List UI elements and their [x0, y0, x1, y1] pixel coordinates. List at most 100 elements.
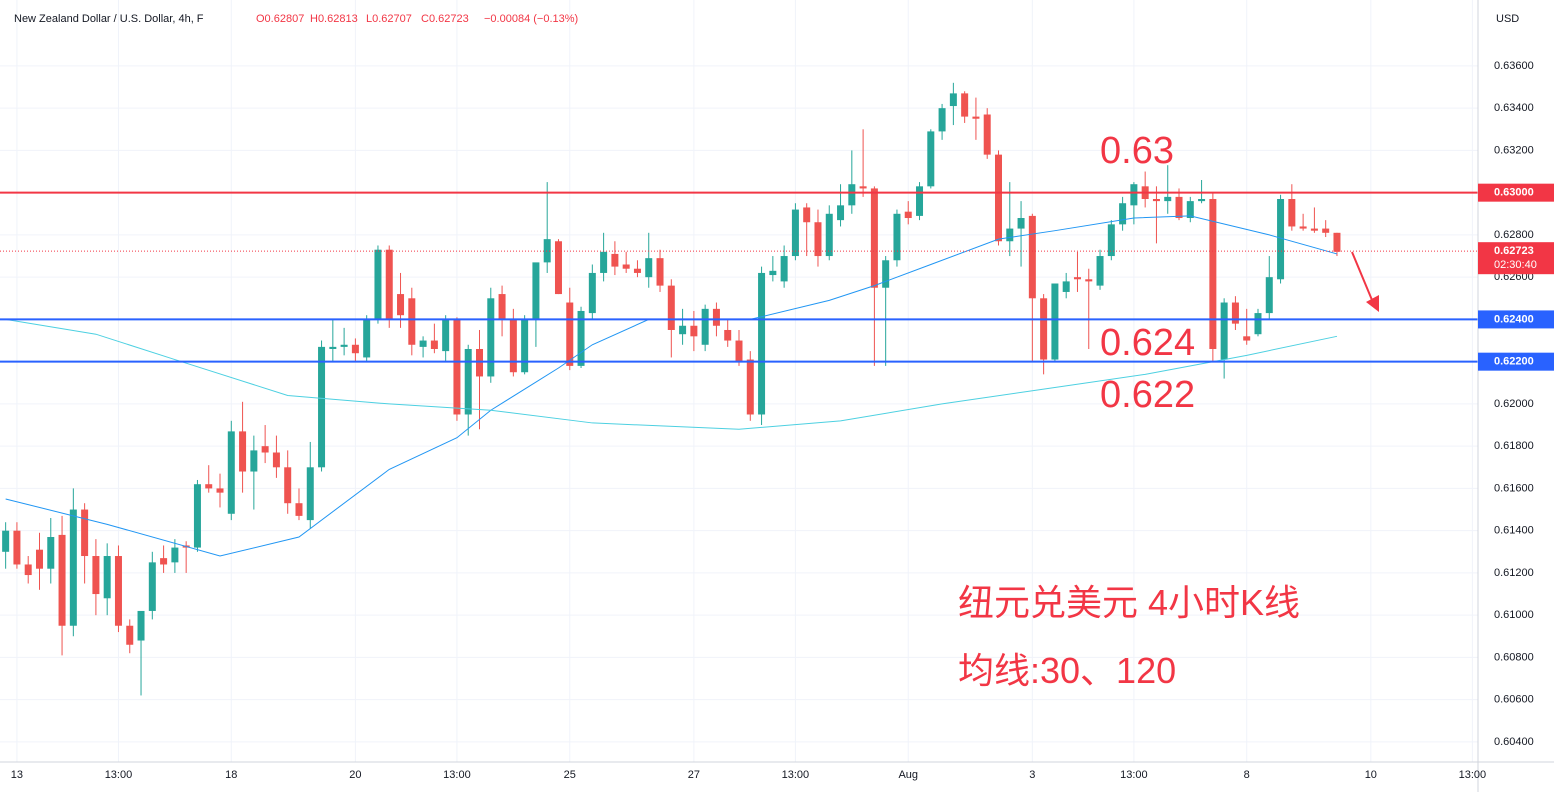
candle-body	[69, 509, 77, 626]
candle-body	[318, 346, 326, 468]
candle-body	[160, 558, 168, 565]
candle-body	[385, 249, 393, 320]
candle-body	[1209, 199, 1217, 349]
candle-body	[1299, 226, 1307, 229]
candle-body	[272, 452, 280, 468]
candle-body	[769, 270, 777, 276]
x-tick-label: 13:00	[1459, 769, 1487, 781]
candle-body	[340, 344, 348, 347]
candle-body	[476, 348, 484, 377]
candle-body	[679, 325, 687, 335]
candle-body	[904, 211, 912, 219]
level-price-box	[1478, 183, 1554, 202]
candle-body	[554, 241, 562, 295]
candle-body	[735, 340, 743, 362]
candle-body	[1322, 228, 1330, 233]
level-price-label: 0.62400	[1494, 313, 1534, 325]
candle-body	[351, 344, 359, 354]
candle-body	[126, 625, 134, 645]
annotation: 0.63	[1100, 130, 1174, 172]
x-tick-label: 13:00	[782, 769, 810, 781]
candle-body	[419, 340, 427, 347]
candle-body	[656, 258, 664, 286]
annotation: 均线:30、120	[958, 650, 1177, 691]
candle-body	[227, 431, 235, 514]
candle-body	[622, 264, 630, 269]
x-tick-label: 3	[1029, 769, 1035, 781]
candle-body	[1175, 196, 1183, 219]
candle-body	[848, 184, 856, 206]
candle-body	[295, 503, 303, 516]
candle-body	[1288, 199, 1296, 227]
candle-body	[442, 319, 450, 352]
candle-body	[600, 251, 608, 273]
y-tick-label: 0.60800	[1494, 651, 1534, 663]
x-tick-label: 13:00	[443, 769, 471, 781]
candle-body	[1006, 228, 1014, 242]
x-tick-label: 25	[564, 769, 576, 781]
candle-body	[487, 298, 495, 377]
currency-label: USD	[1496, 13, 1519, 25]
moving-average	[5, 318, 1338, 430]
candle-body	[949, 93, 957, 107]
candle-body	[509, 319, 517, 373]
candle-body	[870, 188, 878, 288]
arrow-shaft	[1351, 251, 1373, 301]
arrow-head	[1366, 295, 1379, 312]
candle-body	[972, 116, 980, 119]
candle-body	[532, 262, 540, 320]
x-tick-label: 27	[688, 769, 700, 781]
candle-body	[114, 556, 122, 626]
candle-body	[1130, 184, 1138, 206]
y-tick-label: 0.61800	[1494, 440, 1534, 452]
candle-body	[566, 302, 574, 366]
candle-body	[588, 272, 596, 314]
x-tick-label: 10	[1365, 769, 1377, 781]
candle-body	[938, 108, 946, 132]
candle-body	[1017, 218, 1025, 229]
candle-body	[306, 467, 314, 521]
candle-body	[712, 308, 720, 326]
x-tick-label: 18	[225, 769, 237, 781]
level-price-box	[1478, 352, 1554, 371]
x-tick-label: 13:00	[1120, 769, 1148, 781]
candle-body	[1040, 298, 1048, 360]
candle-body	[103, 556, 111, 599]
candle-body	[329, 346, 337, 349]
candle-body	[239, 431, 247, 472]
candle-body	[1107, 224, 1115, 257]
candle-body	[464, 348, 472, 415]
candle-body	[780, 256, 788, 282]
candle-body	[1096, 256, 1104, 286]
candle-body	[1051, 283, 1059, 360]
candle-body	[814, 222, 822, 257]
axes: 0.60400 0.60600 0.60800 0.61000 0.61200 0.614…	[11, 60, 1554, 781]
x-tick-label: 8	[1244, 769, 1250, 781]
candle-body	[148, 562, 156, 611]
candle-body	[611, 253, 619, 267]
candle-body	[1119, 203, 1127, 225]
candle-body	[1265, 277, 1273, 314]
candle-body	[983, 114, 991, 155]
candle-body	[577, 310, 585, 366]
candle-body	[24, 564, 32, 576]
candle-body	[137, 610, 145, 641]
candle-body	[1073, 277, 1081, 280]
candle-body	[927, 131, 935, 187]
candle-body	[1254, 313, 1262, 335]
y-tick-label: 0.63400	[1494, 102, 1534, 114]
ohlc-high: H0.62813	[310, 13, 358, 25]
y-tick-label: 0.63600	[1494, 60, 1534, 72]
candle-body	[1220, 302, 1228, 360]
x-tick-label: 13	[11, 769, 23, 781]
candle-body	[430, 340, 438, 349]
last-price-box	[1478, 242, 1554, 275]
candle-body	[92, 556, 100, 595]
y-tick-label: 0.63200	[1494, 144, 1534, 156]
candle-body	[521, 319, 529, 373]
candle-body	[1062, 281, 1070, 292]
symbol-title: New Zealand Dollar / U.S. Dollar, 4h, F	[14, 13, 204, 25]
ohlc-close: C0.62723	[421, 13, 469, 25]
